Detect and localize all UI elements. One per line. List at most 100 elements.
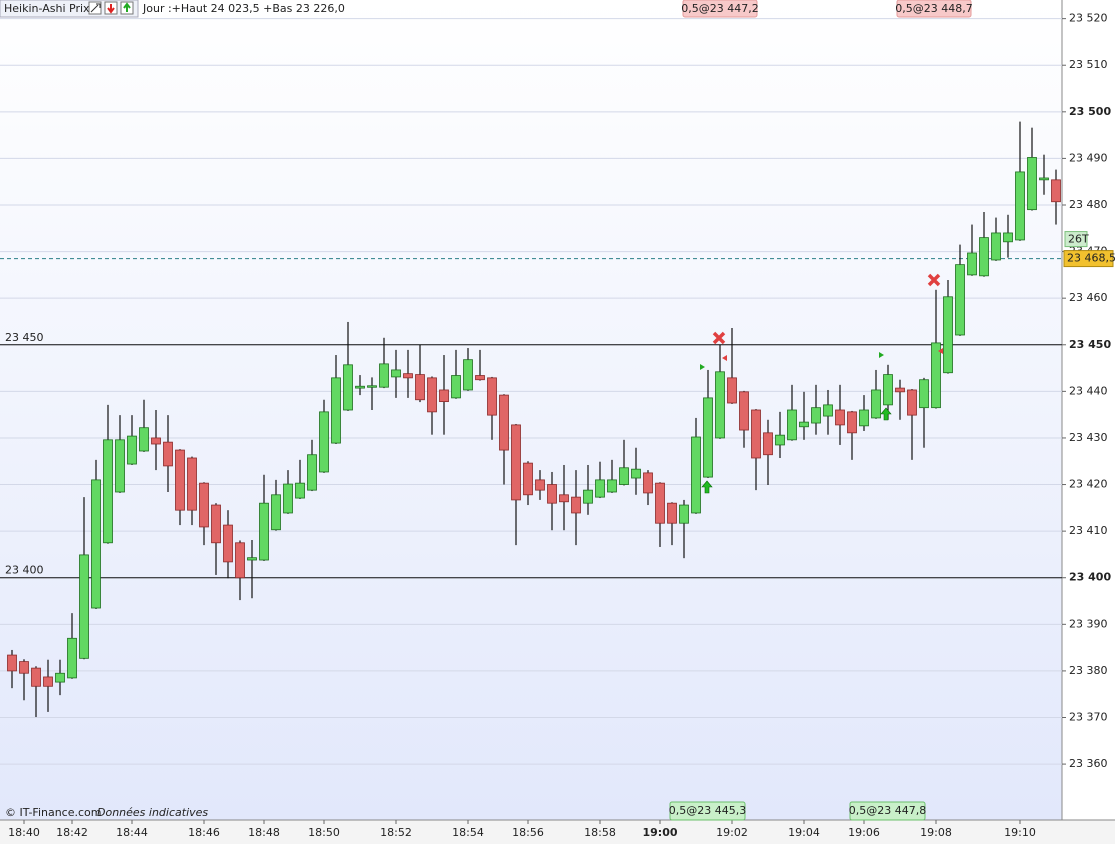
candle-body	[199, 482, 209, 528]
x-tick-label: 18:56	[512, 826, 544, 839]
x-tick-label: 19:08	[920, 826, 952, 839]
candle-body	[943, 296, 953, 374]
candle-body	[415, 374, 425, 401]
candle-body	[391, 369, 401, 378]
signals	[700, 273, 943, 494]
candle-body	[115, 439, 125, 493]
candle-body	[583, 489, 593, 504]
y-tick-label: 23 370	[1069, 711, 1108, 724]
candle-body	[523, 462, 533, 496]
candle-body	[931, 342, 941, 409]
candle-body	[619, 467, 629, 485]
y-tick-label: 23 400	[1069, 571, 1111, 584]
y-tick-label: 23 440	[1069, 384, 1108, 397]
candle-body	[247, 557, 257, 561]
buy-marker	[880, 407, 892, 421]
entry-triangle	[700, 364, 705, 370]
candle-body	[283, 483, 293, 514]
candle-body	[307, 454, 317, 491]
candle-body	[703, 397, 713, 478]
candle-body	[751, 409, 761, 459]
candle-body	[643, 472, 653, 494]
candle-body	[499, 394, 509, 451]
candle-body	[811, 407, 821, 424]
y-tick-label: 23 460	[1069, 291, 1108, 304]
candle-body	[43, 676, 53, 687]
candle-body	[211, 504, 221, 544]
sell-marker	[927, 273, 941, 287]
x-tick-label: 18:50	[308, 826, 340, 839]
x-tick-label: 19:04	[788, 826, 820, 839]
candle-body	[139, 427, 149, 452]
y-tick-label: 23 380	[1069, 664, 1108, 677]
candle-body	[859, 409, 869, 427]
order-box	[682, 0, 758, 18]
x-tick-label: 18:58	[584, 826, 616, 839]
candle-body	[919, 379, 929, 409]
order-label: 0,5@23 447,2	[681, 2, 758, 15]
candle-body	[151, 437, 161, 445]
order-box	[896, 0, 972, 18]
wrench	[90, 3, 101, 13]
candle-body	[259, 502, 269, 561]
header: Heikin-Ashi Prix Jour :+Haut 24 023,5 +B…	[0, 0, 345, 18]
y-tick-label: 23 500	[1069, 105, 1111, 118]
candle-body	[439, 389, 449, 403]
candle-body	[451, 375, 461, 399]
axis-background	[1062, 0, 1115, 820]
candle-body	[739, 391, 749, 431]
candle-body	[427, 377, 437, 413]
exit-triangle	[722, 355, 727, 361]
candle-body	[1015, 171, 1025, 241]
candle-body	[403, 373, 413, 379]
candle-body	[235, 542, 245, 579]
chart-subtitle: Jour :+Haut 24 023,5 +Bas 23 226,0	[142, 2, 345, 15]
sell-marker	[712, 331, 726, 345]
candle-body	[847, 411, 857, 434]
candle-body	[463, 359, 473, 391]
y-tick-label: 23 430	[1069, 431, 1108, 444]
candle-body	[19, 661, 29, 674]
candle-body	[883, 374, 893, 406]
footer: © IT-Finance.com Données indicatives	[5, 806, 208, 819]
x-tick-label: 18:44	[116, 826, 148, 839]
order-box	[669, 801, 746, 821]
x-tick-label: 18:54	[452, 826, 484, 839]
candle-body	[343, 364, 353, 411]
candle-body	[607, 479, 617, 493]
candle-body	[967, 252, 977, 276]
buy-marker	[701, 480, 713, 494]
candle-body	[223, 524, 233, 563]
candle-body	[55, 672, 65, 683]
candle-body	[571, 496, 581, 514]
candle-body	[79, 554, 89, 659]
y-tick-label: 23 360	[1069, 757, 1108, 770]
candle-body	[667, 502, 677, 524]
price-line-label: 23 450	[5, 331, 44, 344]
candle-body	[547, 484, 557, 504]
copyright: © IT-Finance.com	[5, 806, 102, 819]
candle-body	[799, 421, 809, 428]
y-tick-label: 23 490	[1069, 151, 1108, 164]
exit-triangle	[938, 348, 943, 354]
entry-triangle	[879, 352, 884, 358]
candle-body	[787, 409, 797, 441]
x-tick-label: 19:10	[1004, 826, 1036, 839]
candle-body	[871, 389, 881, 419]
x-tick-label: 19:00	[642, 826, 677, 839]
candle-body	[655, 482, 665, 524]
candle-body	[91, 479, 101, 609]
candle-body	[175, 449, 185, 511]
y-tick-label: 23 480	[1069, 198, 1108, 211]
y-tick-label: 23 410	[1069, 524, 1108, 537]
x-tick-label: 18:46	[188, 826, 220, 839]
header-box	[0, 0, 139, 18]
candle-body	[367, 385, 377, 388]
candle-body	[511, 424, 521, 501]
candle-body	[379, 363, 389, 388]
candle-body	[955, 264, 965, 336]
y-tick-label: 23 420	[1069, 478, 1108, 491]
candle-body	[355, 385, 365, 389]
x-tick-label: 19:02	[716, 826, 748, 839]
